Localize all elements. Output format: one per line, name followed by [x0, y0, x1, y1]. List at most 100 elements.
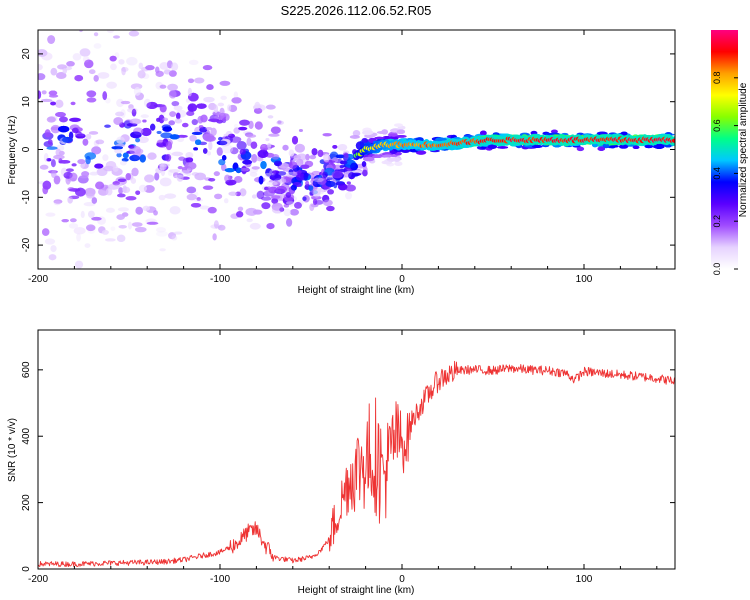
spectrogram-cell: [296, 153, 307, 161]
spectrogram-cell: [118, 225, 127, 229]
spectrogram-cell: [156, 130, 162, 135]
spectrogram-cell: [83, 201, 96, 207]
spectrogram-cell: [212, 233, 217, 241]
spectrogram-cell: [41, 90, 47, 95]
spectrogram-cell: [351, 170, 363, 174]
spectrogram-cell: [68, 195, 80, 200]
spectrogram-cell: [55, 144, 65, 152]
spectrogram-cell: [609, 145, 619, 148]
spectrogram-cell: [138, 184, 147, 193]
spectrogram-cell: [145, 65, 155, 71]
spectrogram-cell: [91, 197, 98, 204]
spectrogram-cell: [415, 150, 427, 155]
spectrogram-cell: [167, 83, 178, 91]
spectrogram-cell: [155, 66, 160, 74]
spectrogram-cell: [122, 152, 129, 159]
spectrogram-cell: [184, 162, 197, 170]
colorbar-tick-label: 0.6: [712, 119, 722, 132]
spectrogram-cell: [142, 205, 151, 211]
spectrogram-cell: [122, 185, 127, 193]
spectrogram-cell: [116, 234, 126, 243]
spectrogram-cell: [345, 191, 353, 200]
spectrogram-cell: [277, 164, 288, 170]
spectrogram-cell: [142, 119, 147, 123]
spectrogram-cell: [291, 135, 298, 145]
colorbar-tick-label: 0.4: [712, 167, 722, 180]
spectrogram-cell: [208, 118, 220, 122]
spectrogram-cell: [233, 91, 238, 99]
spectrogram-cell: [105, 187, 113, 196]
spectrogram-cell: [295, 173, 306, 181]
spectrogram-cell: [42, 180, 52, 190]
spectrogram-cell: [202, 147, 208, 154]
spectrogram-cell: [251, 166, 260, 170]
spectrogram-cell: [251, 166, 260, 170]
spectrogram-cell: [167, 169, 173, 177]
spectrogram-cell: [104, 124, 111, 128]
spectrogram-cell: [293, 154, 302, 160]
spectrogram-cell: [165, 141, 172, 151]
spectrogram-cell: [282, 144, 289, 151]
spectrogram-cell: [277, 120, 282, 124]
spectrogram-cell: [395, 134, 407, 138]
spectrogram-cell: [231, 97, 242, 104]
spectrogram-cell: [227, 104, 232, 112]
spectrogram-cell: [326, 205, 335, 212]
spectrogram-cell: [164, 193, 177, 199]
spectrogram-cell: [38, 49, 48, 57]
spectrogram-cell: [311, 195, 322, 200]
spectrogram-cell: [73, 227, 86, 235]
spectrogram-cell: [157, 163, 169, 171]
spectrogram-cell: [210, 127, 217, 136]
spectrogram-cell: [372, 155, 383, 159]
spectrogram-cell: [135, 190, 141, 195]
spectrogram-cell: [53, 154, 65, 160]
spectrogram-cell: [189, 134, 197, 142]
spectrogram-cell: [267, 115, 274, 119]
spectrogram-cell: [254, 101, 261, 109]
spectrogram-cell: [53, 200, 61, 206]
spectrogram-cell: [238, 167, 250, 173]
spectrogram-cell: [47, 139, 53, 145]
spectrogram-cell: [260, 160, 267, 170]
spectrogram-cell: [213, 104, 219, 114]
spectrogram-cell: [105, 207, 115, 213]
spectrogram-cell: [93, 21, 100, 27]
spectrogram-cell: [194, 139, 202, 146]
spectrogram-cell: [70, 218, 77, 223]
spectrogram-cell: [46, 158, 52, 162]
spectrogram-cell: [267, 115, 274, 119]
spectrogram-cell: [239, 167, 250, 172]
spectrogram-cell: [361, 161, 367, 167]
spectrogram-cell: [257, 149, 269, 158]
spectrogram-y-tick-label: -10: [21, 190, 32, 205]
spectrogram-cell: [265, 104, 276, 110]
spectrogram-cell: [112, 166, 119, 172]
spectrogram-cell: [268, 186, 279, 194]
spectrogram-cell: [235, 167, 242, 174]
spectrogram-cell: [185, 152, 194, 159]
spectrogram-cell: [322, 194, 330, 203]
spectrogram-cell: [93, 74, 99, 82]
spectrogram-cell: [57, 64, 67, 70]
spectrogram-cell: [89, 171, 99, 176]
spectrogram-cell: [105, 97, 111, 104]
spectrogram-cell: [180, 176, 190, 180]
spectrogram-cell: [374, 136, 385, 140]
spectrogram-cell: [227, 104, 232, 112]
spectrogram-cell: [116, 214, 125, 220]
spectrogram-cell: [294, 202, 302, 209]
spectrogram-cell: [228, 191, 238, 196]
spectrogram-cell: [153, 210, 158, 216]
spectrogram-cell: [155, 81, 164, 90]
spectrogram-cell: [620, 131, 628, 136]
spectrogram-cell: [169, 90, 181, 98]
spectrogram-cell: [119, 160, 127, 166]
spectrogram-cell: [256, 157, 264, 162]
spectrogram-cell: [126, 56, 138, 66]
spectrogram-cell: [70, 101, 76, 106]
spectrogram-cell: [69, 117, 81, 122]
snr-background: [38, 330, 675, 569]
